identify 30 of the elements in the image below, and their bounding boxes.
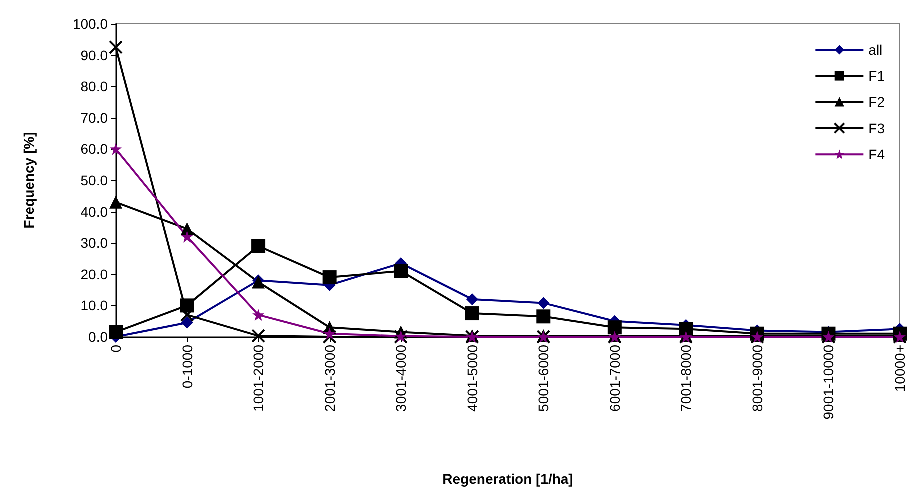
x-tick-label: 6001-7000 <box>606 344 623 412</box>
x-tick-label: 3001-4000 <box>393 344 410 412</box>
legend-label: all <box>868 42 883 58</box>
y-tick-label: 30.0 <box>80 235 108 252</box>
y-tick-label: 50.0 <box>80 172 108 188</box>
y-tick-label: 70.0 <box>80 110 108 126</box>
y-tick-label: 80.0 <box>80 78 108 95</box>
y-tick-label: 10.0 <box>80 298 108 314</box>
y-tick-label: 20.0 <box>80 266 108 282</box>
x-tick-label: 4001-5000 <box>464 344 480 412</box>
x-tick-label: 0-1000 <box>179 344 196 389</box>
legend-label: F2 <box>868 94 886 110</box>
legend-label: F1 <box>868 68 886 84</box>
x-axis-title: Regeneration [1/ha] <box>442 471 574 487</box>
y-tick-label: 90.0 <box>80 47 108 64</box>
x-tick-label: 8001-9000 <box>749 344 766 412</box>
legend-label: F3 <box>868 120 886 136</box>
x-tick-label: 7001-8000 <box>678 344 694 412</box>
y-tick-label: 0.0 <box>88 329 108 345</box>
x-tick-label: 0 <box>108 344 124 353</box>
x-tick-label: 2001-3000 <box>322 344 338 412</box>
x-tick-label: 1001-2000 <box>250 344 267 412</box>
y-tick-label: 100.0 <box>72 16 108 32</box>
y-tick-label: 40.0 <box>80 204 108 220</box>
y-tick-label: 60.0 <box>80 141 108 158</box>
x-tick-label: 10000+ <box>892 345 908 392</box>
y-axis-title: Frequency [%] <box>21 132 37 229</box>
x-tick-label: 9001-10000 <box>820 344 837 420</box>
legend-label: F4 <box>868 146 886 163</box>
x-tick-label: 5001-6000 <box>536 344 552 412</box>
